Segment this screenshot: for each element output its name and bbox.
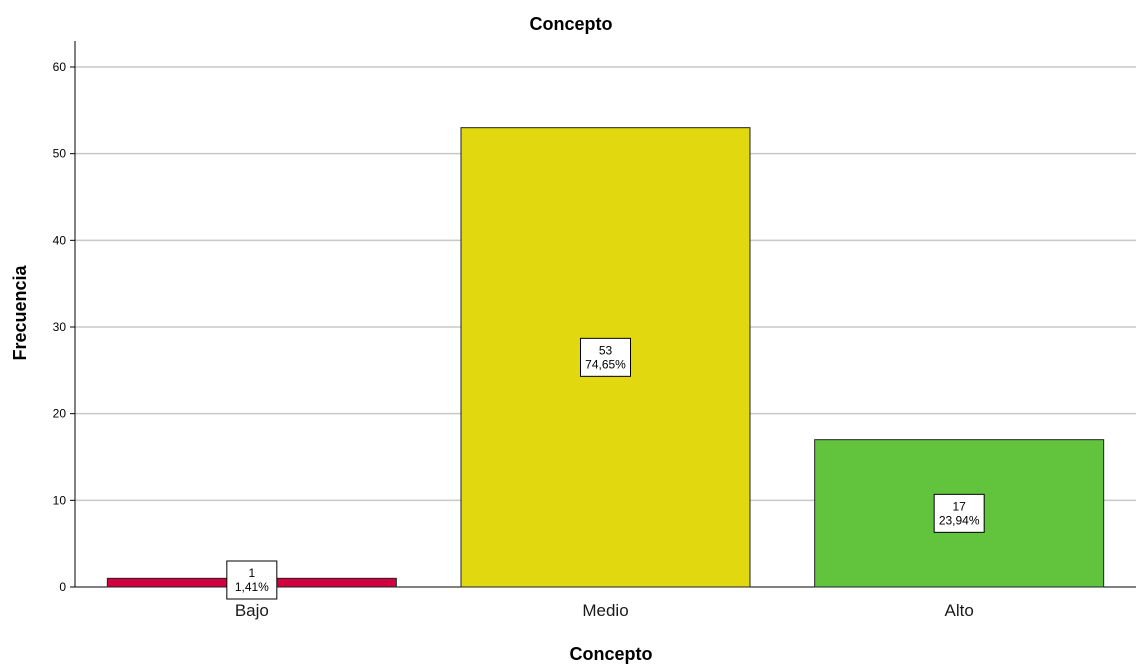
x-tick-label: Alto <box>945 601 974 620</box>
x-tick-labels: Bajo Medio Alto <box>235 601 974 620</box>
y-tick-label: 50 <box>53 147 67 161</box>
x-axis-title: Concepto <box>570 644 653 664</box>
data-label-percent: 74,65% <box>585 357 626 371</box>
y-tick-label: 30 <box>53 320 67 334</box>
data-label-box <box>933 493 985 533</box>
data-label-box <box>226 560 278 600</box>
data-label-count: 53 <box>599 343 613 357</box>
data-label-percent: 23,94% <box>939 513 980 527</box>
data-label-percent: 1,41% <box>235 580 269 594</box>
data-label-count: 17 <box>952 499 966 513</box>
y-tick-label: 10 <box>53 493 67 507</box>
data-label-bajo: 11,41% <box>226 560 278 600</box>
y-axis-title: Frecuencia <box>10 264 30 360</box>
x-tick-label: Medio <box>582 601 628 620</box>
y-tick-label: 40 <box>53 233 67 247</box>
x-tick-label: Bajo <box>235 601 269 620</box>
chart-title: Concepto <box>530 14 613 34</box>
data-label-count: 1 <box>248 566 255 580</box>
y-tick-label: 20 <box>53 407 67 421</box>
y-tick-label: 0 <box>59 580 66 594</box>
y-tick-label: 60 <box>53 60 67 74</box>
data-label-box <box>580 337 631 377</box>
y-axis-ticks: 0 10 20 30 40 50 60 <box>53 60 75 594</box>
